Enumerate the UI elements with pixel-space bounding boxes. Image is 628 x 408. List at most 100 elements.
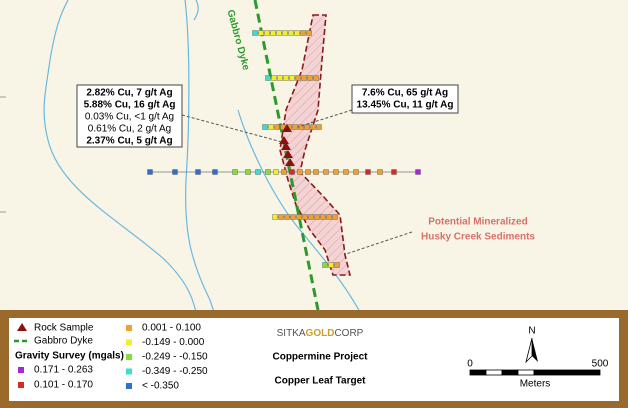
survey-point xyxy=(272,214,278,220)
leader-lines xyxy=(181,109,413,255)
gravity-legend: 0.171 - 0.263 0.101 - 0.170 0.001 - 0.100 -… xyxy=(18,323,208,392)
survey-point xyxy=(288,30,294,36)
survey-point xyxy=(270,30,276,36)
survey-point xyxy=(264,30,270,36)
survey-point xyxy=(300,30,306,36)
survey-point xyxy=(252,30,258,36)
legend-label: -0.349 - -0.250 xyxy=(142,366,208,377)
scale-bar xyxy=(469,369,601,376)
callout-text: 7.6% Cu, 65 g/t Ag xyxy=(362,88,448,99)
logo-part: GOLD xyxy=(306,328,335,339)
legend-symbol xyxy=(17,323,27,331)
rock-samples xyxy=(279,124,295,166)
survey-point xyxy=(268,124,274,130)
legend-label: -0.249 - -0.150 xyxy=(142,352,208,363)
legend-label: < -0.350 xyxy=(142,381,179,392)
survey-point xyxy=(322,262,328,268)
callout-text: 0.61% Cu, 2 g/t Ag xyxy=(88,124,171,135)
legend-swatch xyxy=(18,367,24,373)
survey-point xyxy=(313,75,319,81)
survey-point xyxy=(283,75,289,81)
legend-label: Rock Sample xyxy=(34,323,94,334)
survey-point xyxy=(284,214,290,220)
survey-point xyxy=(304,124,310,130)
callout-left: 2.82% Cu, 7 g/t Ag5.88% Cu, 16 g/t Ag0.0… xyxy=(84,88,176,147)
annotation: Potential Mineralized xyxy=(428,217,527,228)
logo-part: SITKA xyxy=(277,328,306,339)
survey-point xyxy=(255,169,261,175)
rivers xyxy=(43,0,361,313)
survey-point xyxy=(334,262,340,268)
legend-title: Gravity Survey (mgals) xyxy=(15,351,124,362)
survey-point xyxy=(307,75,313,81)
survey-point xyxy=(232,169,238,175)
survey-point xyxy=(274,124,280,130)
survey-point xyxy=(289,169,295,175)
survey-point xyxy=(295,75,301,81)
legend-swatch xyxy=(18,382,24,388)
survey-point xyxy=(195,169,201,175)
survey-point xyxy=(301,75,307,81)
logo: SITKAGOLDCORP xyxy=(277,328,364,339)
survey-point xyxy=(281,169,287,175)
survey-point xyxy=(265,169,271,175)
callout-box xyxy=(351,84,459,114)
survey-point xyxy=(415,169,421,175)
survey-point xyxy=(273,169,279,175)
survey-point xyxy=(323,169,329,175)
legend-swatch xyxy=(126,339,132,346)
callout-box xyxy=(76,84,183,148)
legend-label: 0.101 - 0.170 xyxy=(34,380,93,391)
callout-text: 2.82% Cu, 7 g/t Ag xyxy=(86,88,172,99)
survey-point xyxy=(245,169,251,175)
survey-point xyxy=(326,214,332,220)
survey-point xyxy=(314,214,320,220)
annotation: Husky Creek Sediments xyxy=(421,232,535,243)
callout-text: 13.45% Cu, 11 g/t Ag xyxy=(357,100,454,111)
survey-point xyxy=(289,75,295,81)
survey-point xyxy=(276,30,282,36)
mineralized-zone xyxy=(279,14,352,276)
target-title: Copper Leaf Target xyxy=(275,376,367,387)
scale-label: 500 xyxy=(592,359,609,370)
survey-point xyxy=(172,169,178,175)
survey-point xyxy=(271,75,277,81)
survey-point xyxy=(265,75,271,81)
legend-swatch xyxy=(126,368,132,375)
logo-part: CORP xyxy=(334,328,363,339)
survey-point xyxy=(365,169,371,175)
survey-point xyxy=(262,124,268,130)
survey-point xyxy=(391,169,397,175)
legend-panel xyxy=(9,318,619,401)
legend-label: -0.149 - 0.000 xyxy=(142,337,205,348)
legend-swatch xyxy=(126,325,132,331)
legend-swatch xyxy=(126,354,132,360)
survey-point xyxy=(212,169,218,175)
survey-point xyxy=(333,169,339,175)
north-arrow xyxy=(525,337,533,364)
legend-swatch xyxy=(126,383,132,389)
survey-point xyxy=(377,169,383,175)
callout-text: 2.37% Cu, 5 g/t Ag xyxy=(86,136,172,147)
scale-unit: Meters xyxy=(520,379,551,390)
survey-point xyxy=(308,214,314,220)
survey-point xyxy=(147,169,153,175)
survey-point xyxy=(328,262,334,268)
survey-point xyxy=(313,169,319,175)
survey-point xyxy=(297,169,303,175)
survey-point xyxy=(353,169,359,175)
survey-point xyxy=(310,124,316,130)
survey-point xyxy=(332,214,338,220)
survey-point xyxy=(294,30,300,36)
legend-label: Gabbro Dyke xyxy=(34,336,93,347)
survey-point xyxy=(296,214,302,220)
scale-label: 0 xyxy=(467,359,473,370)
project-title: Coppermine Project xyxy=(272,352,368,363)
callout-text: 5.88% Cu, 16 g/t Ag xyxy=(84,100,176,111)
survey-point xyxy=(290,214,296,220)
survey-point xyxy=(320,214,326,220)
north-arrow xyxy=(532,338,538,362)
survey-point xyxy=(282,30,288,36)
gravity-survey xyxy=(147,30,421,268)
